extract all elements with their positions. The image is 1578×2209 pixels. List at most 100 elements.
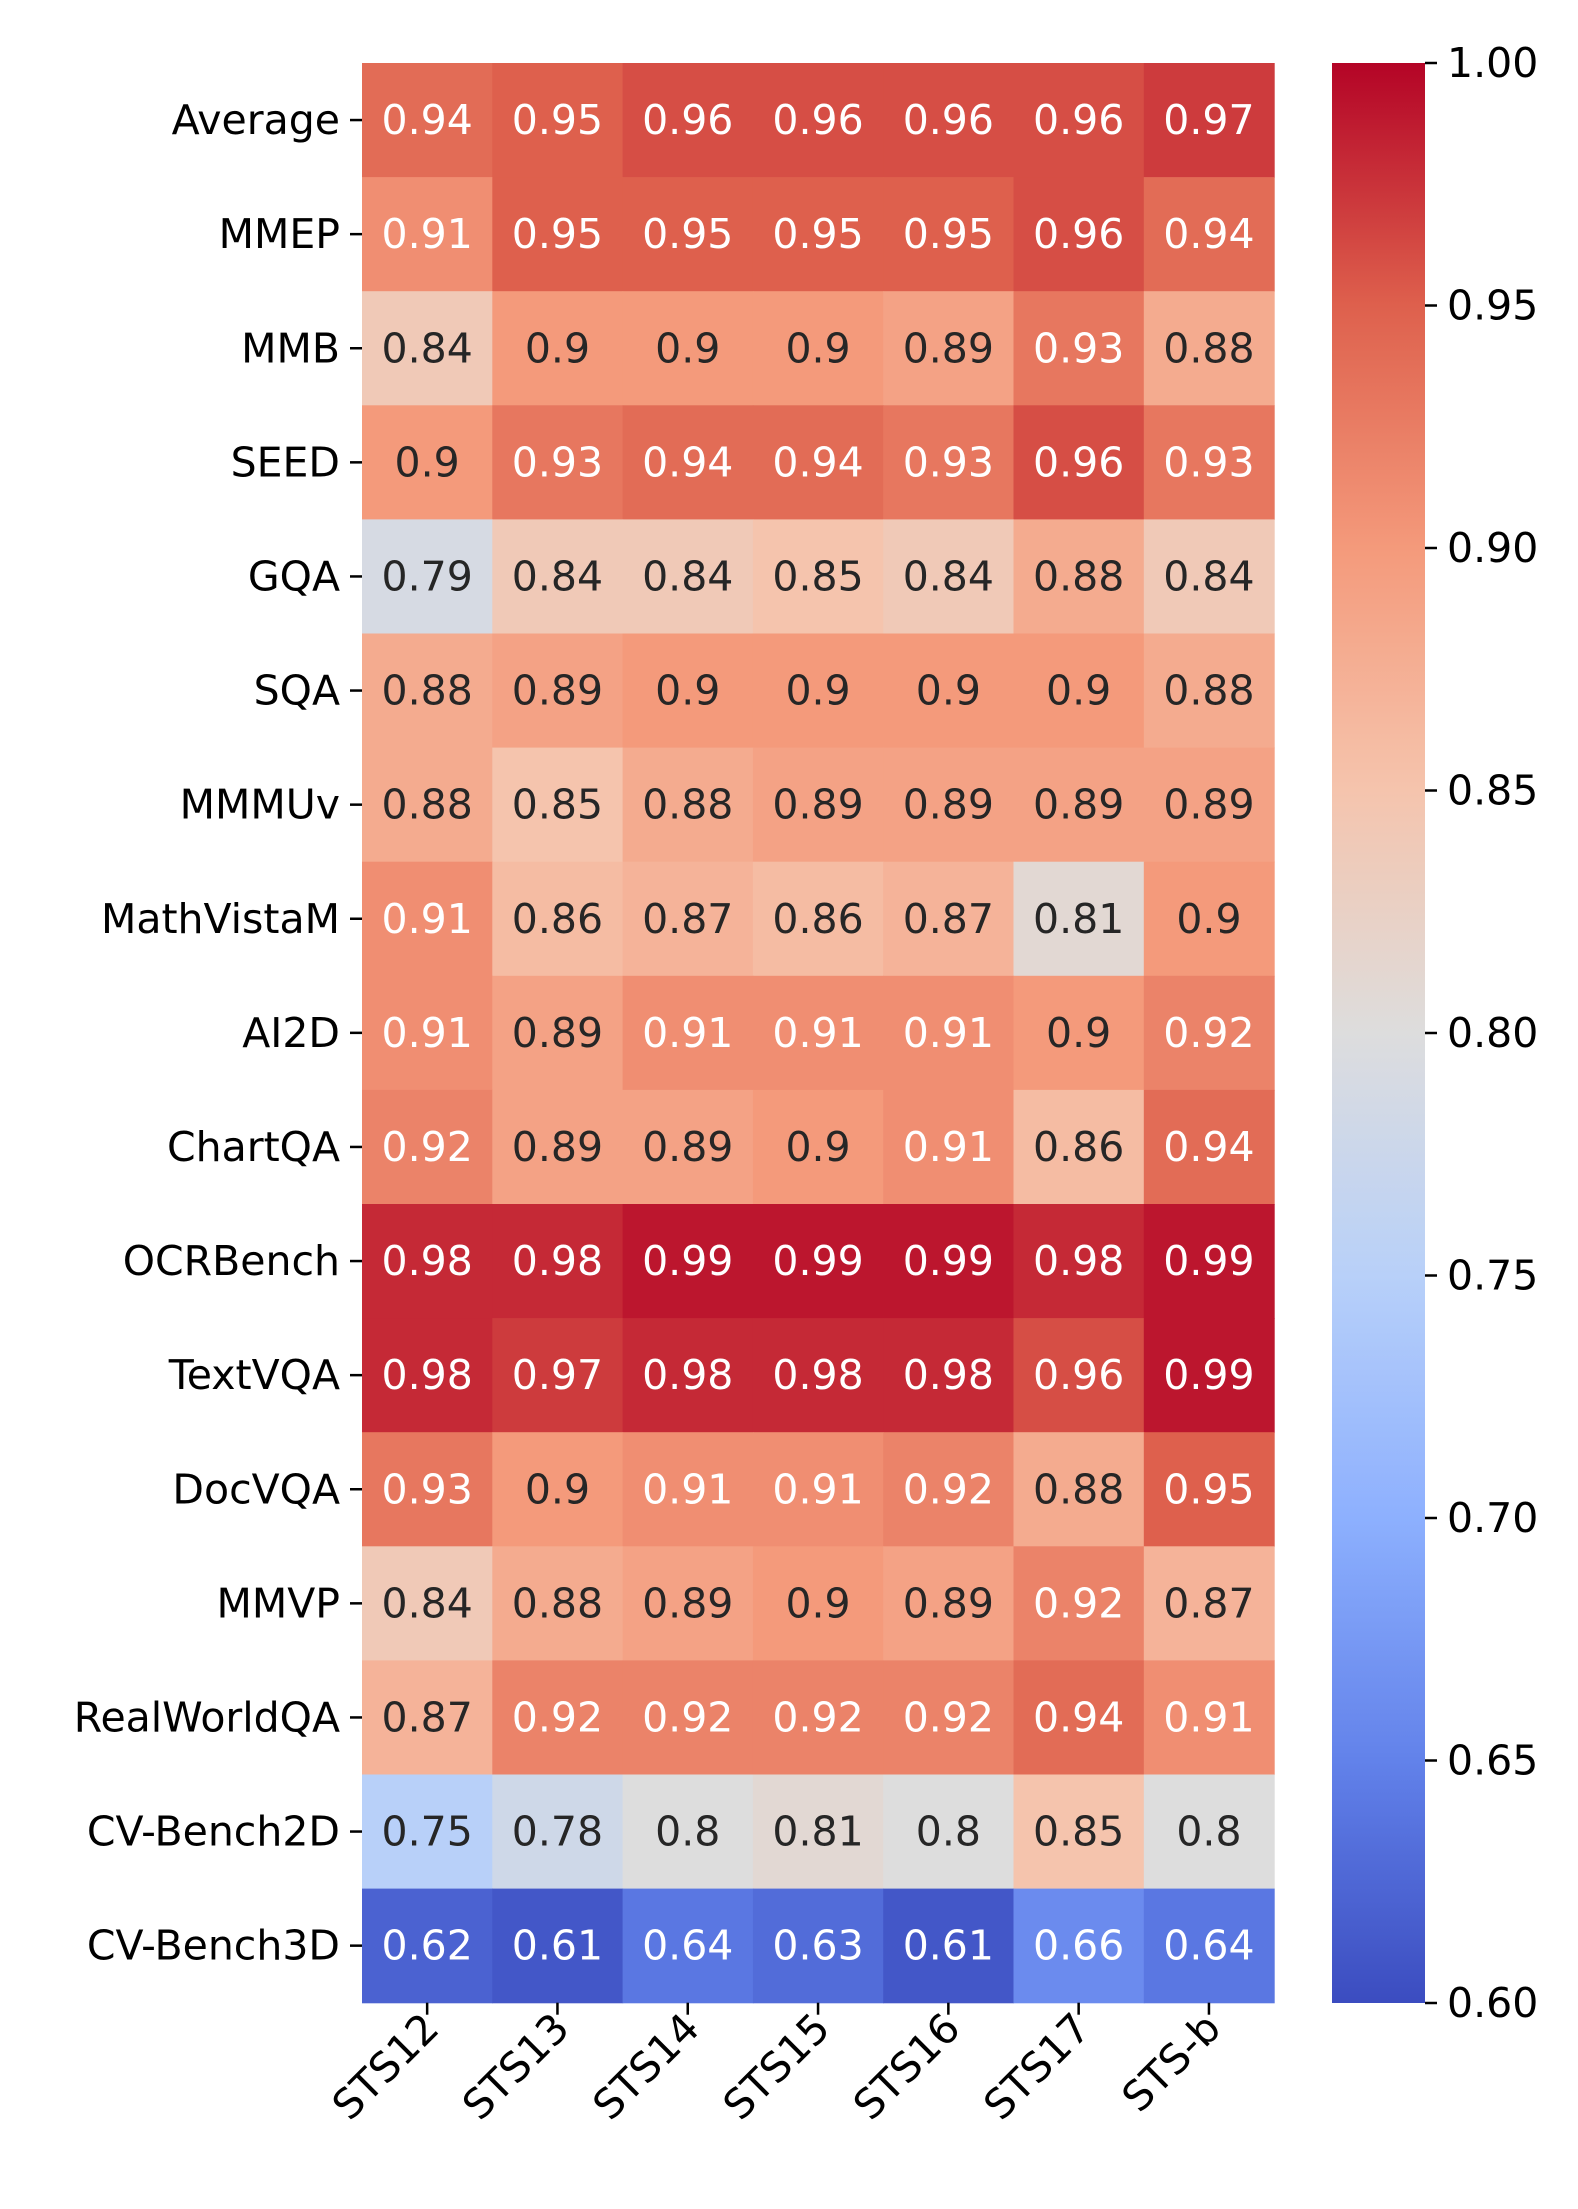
cell-value-label: 0.91: [903, 1009, 994, 1057]
colorbar-tick-label: 0.90: [1447, 524, 1538, 572]
heatmap-cell: [622, 405, 754, 520]
cell-value-label: 0.9: [785, 1579, 850, 1627]
heatmap-cell: [1013, 747, 1145, 863]
heatmap-cell: [492, 1318, 624, 1433]
cell-value-label: 0.93: [1033, 324, 1124, 372]
heatmap-cell: [622, 1432, 754, 1547]
cell-value-label: 0.9: [525, 324, 590, 372]
heatmap-cell: [622, 1318, 754, 1433]
cell-value-label: 0.8: [916, 1808, 981, 1856]
heatmap-cell: [752, 405, 884, 520]
heatmap-cell: [492, 1089, 624, 1205]
cell-value-label: 0.9: [655, 667, 720, 715]
heatmap-cell: [883, 519, 1015, 635]
cell-value-label: 0.98: [642, 1351, 733, 1399]
y-tick-label: TextVQA: [168, 1351, 340, 1399]
x-tick-label: STS12: [323, 2004, 448, 2129]
heatmap-cell: [883, 861, 1015, 977]
cell-value-label: 0.94: [772, 438, 863, 486]
cell-value-label: 0.81: [772, 1808, 863, 1856]
cell-value-label: 0.94: [1033, 1693, 1124, 1741]
heatmap-cell: [362, 1660, 493, 1776]
heatmap-cell: [492, 975, 624, 1091]
heatmap-cell: [883, 1774, 1015, 1890]
heatmap-cell: [1013, 63, 1145, 178]
heatmap-cell: [622, 1089, 754, 1205]
heatmap-cell: [883, 975, 1015, 1091]
colorbar-tick-label: 0.70: [1447, 1494, 1538, 1542]
cell-value-label: 0.9: [1176, 895, 1241, 943]
heatmap-cell: [492, 1432, 624, 1547]
cell-value-label: 0.95: [512, 96, 603, 144]
cell-value-label: 0.92: [903, 1465, 994, 1513]
heatmap-cell: [1143, 1888, 1275, 2004]
cell-value-label: 0.91: [642, 1009, 733, 1057]
cell-value-label: 0.84: [642, 552, 733, 600]
heatmap-cell: [883, 1546, 1015, 1661]
cell-value-label: 0.62: [382, 1922, 473, 1970]
y-tick-label: OCRBench: [123, 1237, 340, 1285]
cell-value-label: 0.89: [642, 1123, 733, 1171]
cell-value-label: 0.95: [772, 210, 863, 258]
y-tick-label: MMB: [241, 324, 340, 372]
heatmap-cell: [492, 1774, 624, 1890]
heatmap-cell: [1013, 1318, 1145, 1433]
heatmap-cell: [752, 1432, 884, 1547]
heatmap-cell: [362, 1774, 493, 1890]
y-tick-label: AI2D: [242, 1009, 340, 1057]
heatmap-cell: [1143, 1204, 1275, 1319]
cell-value-label: 0.93: [1163, 438, 1254, 486]
heatmap-cell: [883, 291, 1015, 406]
heatmap-cell: [752, 1660, 884, 1776]
cell-value-label: 0.92: [1033, 1579, 1124, 1627]
y-tick-label: CV-Bench3D: [87, 1922, 340, 1970]
cell-value-label: 0.88: [1033, 552, 1124, 600]
heatmap-cell: [1143, 861, 1275, 977]
heatmap-cell: [1013, 405, 1145, 520]
cell-value-label: 0.96: [1033, 210, 1124, 258]
heatmap-cell: [492, 63, 624, 178]
heatmap-cell: [362, 633, 493, 749]
cell-value-label: 0.99: [903, 1237, 994, 1285]
heatmap-cell: [362, 519, 493, 635]
cell-value-label: 0.91: [642, 1465, 733, 1513]
cell-value-label: 0.89: [772, 781, 863, 829]
cell-value-label: 0.96: [1033, 438, 1124, 486]
heatmap-cell: [362, 291, 493, 406]
cell-value-label: 0.88: [642, 781, 733, 829]
x-tick-label: STS13: [453, 2004, 578, 2129]
heatmap-cell: [1143, 1660, 1275, 1776]
heatmap-cell: [1013, 1546, 1145, 1661]
cell-value-label: 0.95: [903, 210, 994, 258]
heatmap-cell: [622, 1888, 754, 2004]
heatmap-cell: [1013, 1774, 1145, 1890]
heatmap-cell: [622, 1546, 754, 1661]
y-tick-label: SQA: [254, 667, 340, 715]
heatmap-cell: [362, 747, 493, 863]
cell-value-label: 0.9: [525, 1465, 590, 1513]
cell-value-label: 0.87: [382, 1693, 473, 1741]
cell-value-label: 0.66: [1033, 1922, 1124, 1970]
colorbar-tick-label: 0.95: [1447, 282, 1538, 330]
heatmap-cell: [622, 747, 754, 863]
heatmap-cell: [1013, 1432, 1145, 1547]
cell-value-label: 0.98: [382, 1351, 473, 1399]
heatmap-cell: [492, 291, 624, 406]
cell-value-label: 0.94: [642, 438, 733, 486]
cell-value-label: 0.96: [642, 96, 733, 144]
heatmap-cell: [1143, 1089, 1275, 1205]
heatmap-cell: [752, 975, 884, 1091]
cell-value-label: 0.86: [1033, 1123, 1124, 1171]
heatmap-cell: [1143, 63, 1275, 178]
cell-value-label: 0.99: [642, 1237, 733, 1285]
colorbar-tick-label: 0.80: [1447, 1009, 1538, 1057]
cell-value-label: 0.61: [903, 1922, 994, 1970]
heatmap-cell: [883, 1204, 1015, 1319]
x-tick-label: STS-b: [1113, 2004, 1230, 2121]
heatmap-cell: [492, 747, 624, 863]
y-tick-label: MMVP: [216, 1579, 340, 1627]
cell-value-label: 0.86: [512, 895, 603, 943]
cell-value-label: 0.92: [903, 1693, 994, 1741]
heatmap-cell: [622, 63, 754, 178]
